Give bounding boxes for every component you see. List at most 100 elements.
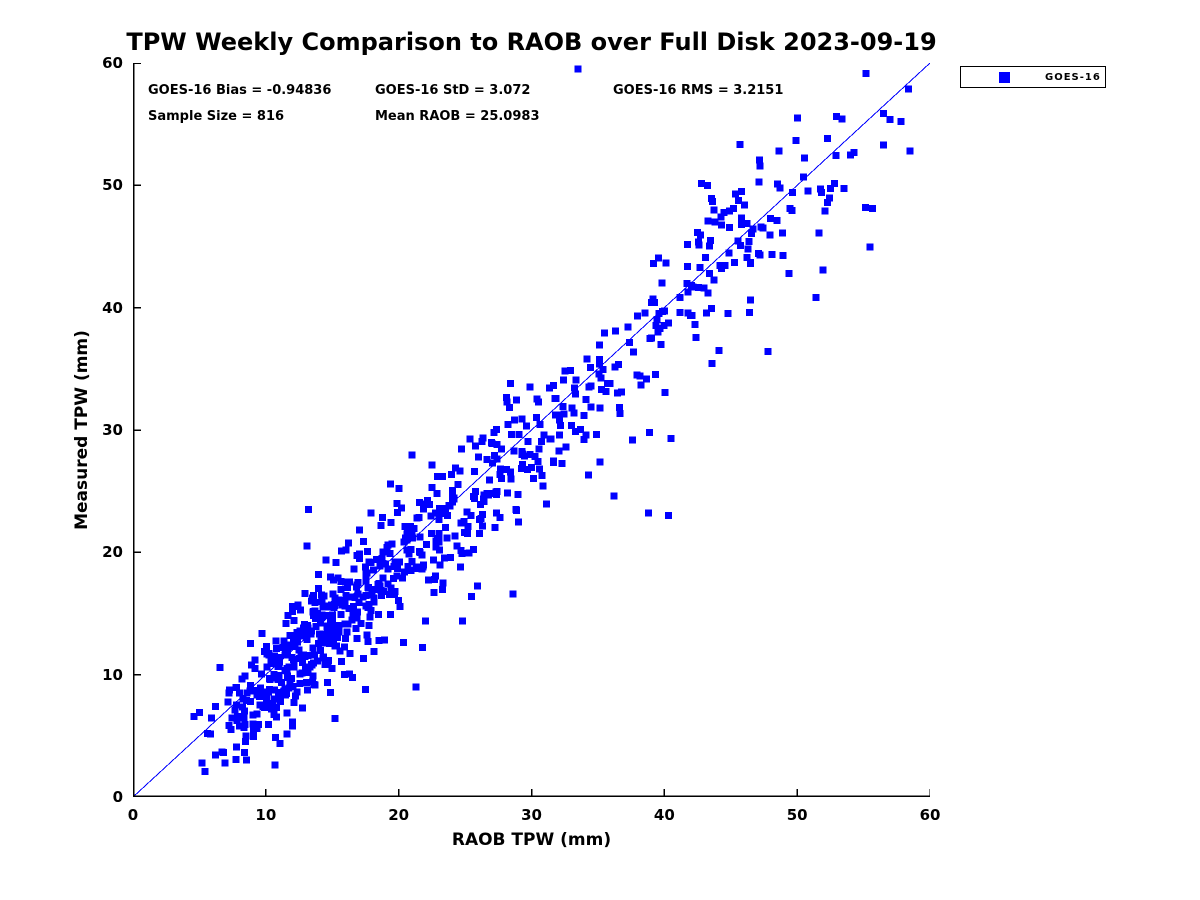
chart-title: TPW Weekly Comparison to RAOB over Full … (126, 28, 937, 56)
data-point (518, 448, 526, 455)
data-point (646, 334, 654, 342)
data-point (227, 726, 235, 734)
data-point (451, 532, 459, 540)
data-point (359, 537, 367, 545)
data-point (218, 748, 226, 756)
data-point (479, 434, 487, 442)
data-point (344, 583, 352, 591)
data-point (506, 403, 514, 411)
data-point (471, 494, 479, 502)
data-point (688, 281, 696, 289)
data-point (533, 414, 541, 422)
data-point (493, 440, 501, 448)
data-point (503, 465, 510, 473)
data-point (614, 389, 622, 397)
data-point (683, 280, 691, 288)
data-point (415, 499, 423, 507)
data-point (616, 409, 624, 417)
x-tick-label: 30 (521, 806, 542, 824)
data-point (384, 580, 392, 588)
data-point (201, 768, 209, 775)
data-point (644, 509, 652, 517)
data-point (364, 547, 371, 555)
data-point (676, 294, 684, 301)
data-point (611, 363, 619, 371)
data-point (483, 490, 491, 498)
data-point (356, 526, 364, 534)
data-point (745, 237, 753, 245)
data-point (450, 495, 458, 503)
data-point (665, 319, 672, 327)
data-point (824, 135, 832, 143)
data-point (301, 590, 309, 597)
data-point (725, 223, 733, 231)
data-point (715, 347, 723, 355)
data-point (240, 714, 248, 722)
data-point (696, 264, 704, 271)
data-point (413, 514, 421, 522)
data-point (272, 637, 280, 645)
data-point (832, 152, 840, 159)
data-point (195, 709, 203, 717)
data-point (303, 679, 311, 687)
data-point (352, 625, 360, 633)
data-point (233, 701, 241, 709)
data-point (705, 270, 713, 278)
data-point (766, 231, 774, 239)
data-point (468, 592, 476, 600)
data-point (897, 118, 905, 126)
data-point (587, 403, 595, 411)
data-point (363, 602, 371, 610)
data-point (337, 610, 345, 618)
data-point (615, 404, 623, 412)
data-point (566, 367, 574, 375)
data-point (304, 686, 312, 694)
data-point (354, 590, 362, 598)
data-point (296, 670, 304, 678)
data-point (341, 602, 349, 610)
data-point (410, 525, 418, 533)
data-point (337, 578, 345, 586)
data-point (342, 635, 350, 642)
data-point (518, 461, 526, 468)
data-point (704, 289, 712, 297)
data-point (353, 608, 361, 616)
data-point (241, 748, 249, 756)
data-point (310, 651, 318, 659)
data-point (435, 532, 443, 540)
data-point (428, 461, 436, 469)
data-point (315, 639, 323, 647)
data-point (488, 440, 496, 448)
data-point (536, 420, 544, 428)
data-point (559, 376, 567, 384)
data-point (329, 611, 336, 619)
data-point (825, 194, 833, 202)
data-point (773, 180, 781, 188)
data-point (308, 594, 316, 602)
data-point (815, 229, 823, 237)
data-point (233, 712, 241, 720)
data-point (290, 617, 298, 625)
data-point (725, 249, 733, 257)
data-point (253, 691, 261, 699)
data-point (744, 245, 752, 253)
data-point (580, 411, 588, 419)
data-point (717, 213, 725, 221)
data-point (301, 653, 309, 660)
data-point (580, 436, 588, 443)
data-point (335, 622, 343, 629)
data-point (337, 547, 345, 555)
data-point (756, 162, 764, 170)
data-point (271, 672, 279, 680)
data-point (507, 468, 515, 476)
data-point (743, 220, 751, 228)
data-point (370, 648, 378, 655)
data-point (868, 205, 876, 213)
data-point (649, 295, 657, 303)
data-point (360, 655, 367, 663)
data-point (747, 259, 755, 267)
data-point (207, 730, 215, 738)
data-point (325, 632, 333, 640)
data-point (535, 398, 543, 406)
data-point (407, 567, 415, 575)
